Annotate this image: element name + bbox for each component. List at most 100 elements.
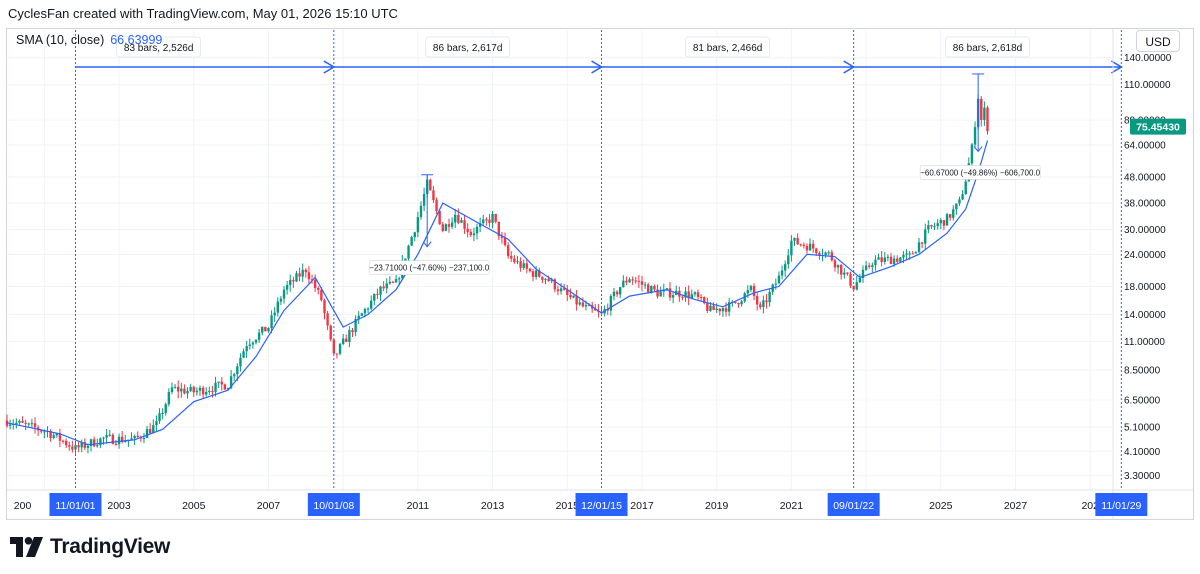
candle [435, 200, 438, 211]
candle [276, 301, 280, 313]
indicator-legend[interactable]: SMA (10, close) 66.63999 [16, 32, 162, 48]
candle [958, 199, 961, 204]
candle [61, 440, 65, 442]
candle [133, 435, 136, 439]
chart-frame[interactable] [6, 28, 1194, 520]
candle [407, 245, 410, 259]
candle [201, 387, 205, 395]
candle [49, 430, 52, 438]
candle [836, 264, 840, 268]
candle [777, 275, 781, 284]
candle [811, 243, 815, 249]
candle [534, 270, 538, 277]
candle [522, 263, 525, 268]
candle [120, 436, 124, 442]
cycle-date-label: 11/01/01 [55, 500, 95, 512]
candle [500, 236, 504, 238]
candle [531, 271, 535, 277]
candle [765, 300, 768, 303]
candle [503, 237, 507, 246]
candle [914, 251, 918, 254]
candle [317, 288, 320, 290]
price-axis-label: 18.00000 [1124, 282, 1166, 293]
candle [541, 276, 544, 280]
candle [152, 425, 155, 434]
candle [24, 422, 27, 424]
chart-header: CyclesFan created with TradingView.com, … [8, 6, 398, 21]
candle [416, 217, 420, 233]
candle [640, 281, 644, 285]
candle [671, 295, 675, 298]
candle [226, 388, 230, 390]
candle [665, 288, 669, 290]
candle [643, 284, 647, 286]
price-axis-label: 38.00000 [1124, 199, 1166, 210]
tradingview-logo[interactable]: TradingView [10, 534, 170, 560]
candle [833, 260, 837, 268]
currency-button[interactable]: USD [1136, 30, 1180, 52]
candle [285, 285, 289, 290]
time-axis-label: 2019 [705, 500, 729, 512]
candle [466, 228, 469, 232]
candle [96, 445, 99, 447]
candle [858, 277, 862, 283]
candle [824, 252, 827, 255]
cycle-date-label: 11/01/29 [1101, 500, 1141, 512]
indicator-value: 66.63999 [110, 33, 163, 47]
time-axis-label: 2017 [630, 500, 654, 512]
candle [970, 144, 974, 164]
candle [354, 318, 357, 333]
candle [528, 268, 532, 272]
candle [634, 280, 637, 282]
candle [808, 243, 812, 251]
price-axis-label: 14.00000 [1124, 310, 1166, 321]
candle [83, 442, 87, 448]
candle [43, 431, 46, 433]
candle [905, 253, 908, 255]
candle [955, 203, 958, 210]
candle [780, 270, 784, 276]
candle [92, 439, 96, 447]
candle [161, 412, 164, 414]
candle [562, 288, 566, 290]
candle [257, 332, 261, 340]
candle [313, 280, 317, 289]
candle [376, 293, 379, 295]
price-axis-label: 64.00000 [1124, 140, 1166, 151]
cycle-arrow: 86 bars, 2,617d [333, 36, 604, 74]
price-axis-label: 4.10000 [1124, 447, 1161, 458]
candle [553, 279, 557, 290]
candle [369, 300, 373, 309]
candle [871, 265, 874, 267]
candle [40, 430, 43, 432]
candle [233, 374, 236, 377]
candle [77, 445, 80, 448]
candle [289, 279, 292, 286]
candle [721, 308, 725, 312]
time-axis-label: 2027 [1004, 500, 1028, 512]
cycle-date-label: 09/01/22 [833, 500, 874, 512]
price-axis-label: 110.00000 [1124, 80, 1171, 91]
candle [699, 297, 703, 299]
candle [961, 194, 964, 200]
candle [942, 220, 946, 226]
candle [752, 285, 756, 297]
candle [254, 339, 258, 343]
candle [18, 420, 21, 423]
candle [422, 193, 426, 206]
candle [341, 338, 345, 344]
candle [805, 245, 809, 251]
candle [939, 220, 943, 224]
candle [323, 300, 326, 314]
candle [136, 435, 139, 437]
candle [373, 293, 376, 301]
candle [282, 289, 286, 299]
cycle-date-tag [1095, 493, 1148, 516]
current-price-tag [1130, 118, 1186, 135]
cycle-measure-box [945, 36, 1030, 58]
candle [360, 313, 364, 316]
candle [488, 219, 491, 223]
candle [167, 392, 171, 405]
candle [843, 272, 846, 275]
